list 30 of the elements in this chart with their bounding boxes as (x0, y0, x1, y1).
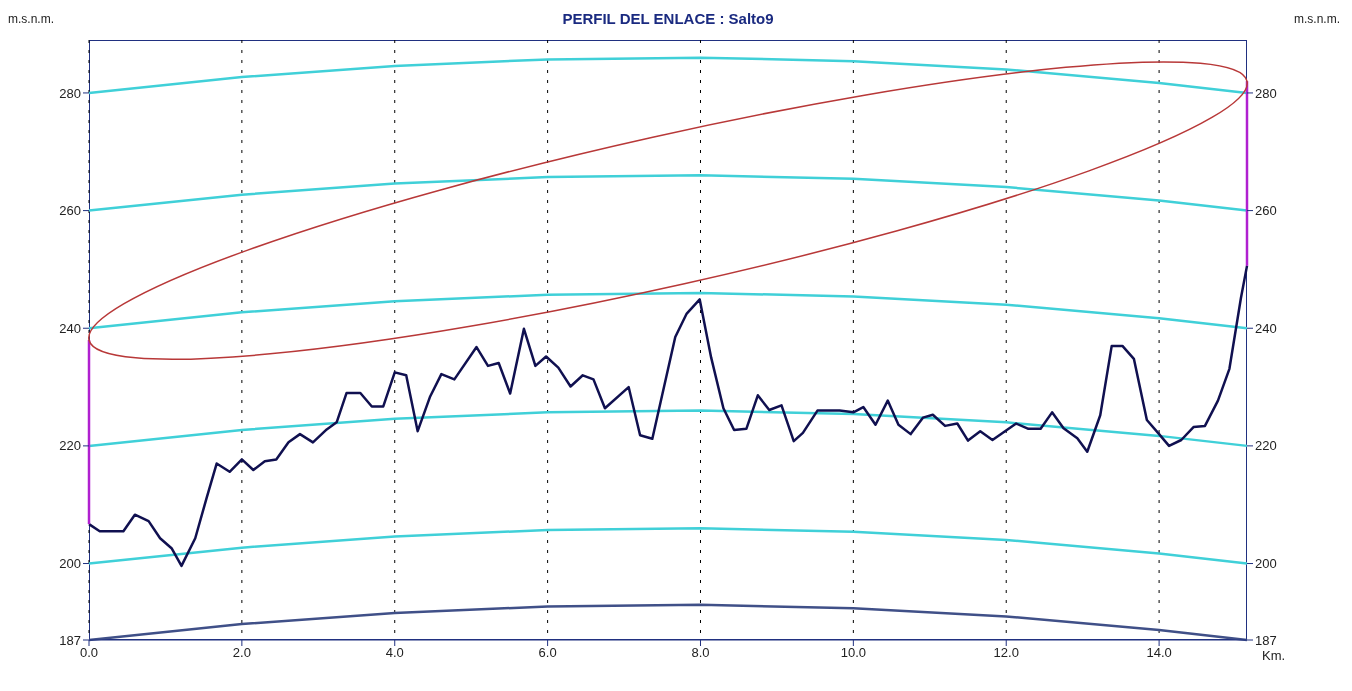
y-tick-label: 187 (59, 632, 81, 648)
y-tick-label: 220 (59, 438, 81, 454)
y-tick-label: 280 (59, 85, 81, 101)
x-tick-label: 0.0 (79, 645, 99, 661)
y2-tick-label: 200 (1255, 556, 1277, 572)
x-tick-label: 2.0 (232, 645, 251, 661)
line-series (87, 526, 1249, 565)
line-series (87, 291, 1249, 330)
x-tick-label: 6.0 (538, 645, 557, 661)
y-tick-label: 200 (59, 556, 81, 572)
y2-tick-label: 240 (1255, 320, 1277, 336)
y-tick-label: 240 (59, 320, 81, 336)
line-series (87, 264, 1249, 568)
x-tick-label: 14.0 (1146, 645, 1172, 661)
line-series (87, 409, 1249, 448)
y-axis-title: m.s.n.m. (8, 12, 55, 26)
x-tick-label: 10.0 (840, 645, 867, 661)
x-tick-label: 12.0 (993, 645, 1019, 661)
y2-tick-label: 260 (1255, 203, 1277, 219)
y2-tick-label: 187 (1255, 632, 1277, 648)
line-series (87, 56, 1249, 95)
x-axis-title: Km. (1262, 648, 1286, 663)
x-tick-label: 8.0 (691, 645, 710, 661)
y-tick-label: 260 (59, 203, 81, 219)
y2-tick-label: 220 (1255, 438, 1277, 454)
y2-axis-title: m.s.n.m. (1293, 12, 1340, 26)
chart-title: PERFIL DEL ENLACE : Salto9 (561, 10, 775, 27)
y2-tick-label: 280 (1255, 85, 1277, 101)
x-tick-label: 4.0 (385, 645, 404, 661)
line-series (87, 174, 1249, 212)
